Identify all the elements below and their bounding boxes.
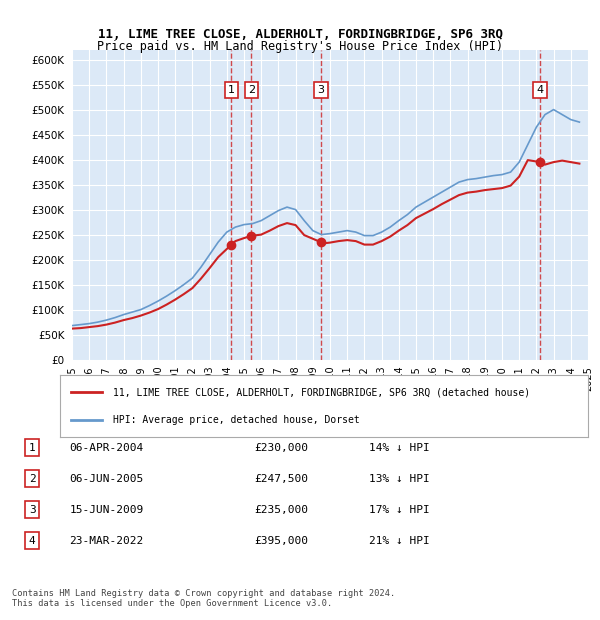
Text: £230,000: £230,000 [254, 443, 308, 453]
Text: 1: 1 [29, 443, 35, 453]
Text: 1: 1 [228, 85, 235, 95]
Text: 23-MAR-2022: 23-MAR-2022 [70, 536, 144, 546]
Text: £395,000: £395,000 [254, 536, 308, 546]
Text: 3: 3 [29, 505, 35, 515]
Text: 4: 4 [536, 85, 544, 95]
Text: 06-JUN-2005: 06-JUN-2005 [70, 474, 144, 484]
Text: 15-JUN-2009: 15-JUN-2009 [70, 505, 144, 515]
Text: £247,500: £247,500 [254, 474, 308, 484]
Text: 11, LIME TREE CLOSE, ALDERHOLT, FORDINGBRIDGE, SP6 3RQ: 11, LIME TREE CLOSE, ALDERHOLT, FORDINGB… [97, 28, 503, 41]
Text: 2: 2 [248, 85, 255, 95]
Text: HPI: Average price, detached house, Dorset: HPI: Average price, detached house, Dors… [113, 415, 359, 425]
Text: 13% ↓ HPI: 13% ↓ HPI [369, 474, 430, 484]
Text: 14% ↓ HPI: 14% ↓ HPI [369, 443, 430, 453]
Text: 2: 2 [29, 474, 35, 484]
Text: 11, LIME TREE CLOSE, ALDERHOLT, FORDINGBRIDGE, SP6 3RQ (detached house): 11, LIME TREE CLOSE, ALDERHOLT, FORDINGB… [113, 388, 530, 397]
Text: 4: 4 [29, 536, 35, 546]
Text: 17% ↓ HPI: 17% ↓ HPI [369, 505, 430, 515]
Text: 3: 3 [317, 85, 324, 95]
Text: Price paid vs. HM Land Registry's House Price Index (HPI): Price paid vs. HM Land Registry's House … [97, 40, 503, 53]
Text: Contains HM Land Registry data © Crown copyright and database right 2024.
This d: Contains HM Land Registry data © Crown c… [12, 589, 395, 608]
Text: 21% ↓ HPI: 21% ↓ HPI [369, 536, 430, 546]
Text: £235,000: £235,000 [254, 505, 308, 515]
Text: 06-APR-2004: 06-APR-2004 [70, 443, 144, 453]
